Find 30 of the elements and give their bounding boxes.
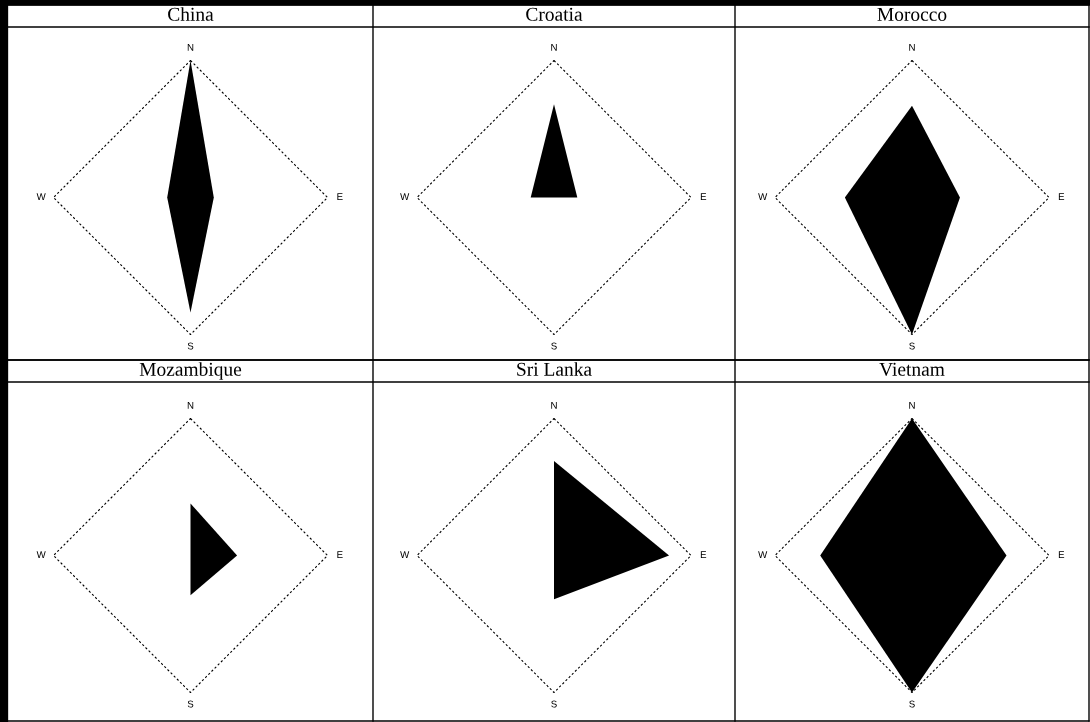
chart-title: Vietnam bbox=[879, 362, 945, 376]
spoke-label: N bbox=[909, 402, 915, 409]
spoke-label: E bbox=[700, 551, 707, 559]
spoke-label: E bbox=[1058, 193, 1065, 201]
spoke-label: W bbox=[758, 551, 768, 559]
spoke-label: W bbox=[36, 551, 46, 559]
spoke-label: S bbox=[909, 700, 915, 708]
spoke-label: E bbox=[1058, 551, 1065, 559]
spoke-label: W bbox=[758, 193, 768, 201]
spoke-label: S bbox=[187, 700, 194, 708]
spoke-label: S bbox=[187, 342, 194, 350]
chart-title: Sri Lanka bbox=[517, 362, 592, 376]
spoke-label: N bbox=[551, 44, 557, 51]
chart-title: Mozambique bbox=[139, 362, 242, 380]
spoke-label: E bbox=[337, 193, 343, 201]
spoke-label: N bbox=[187, 44, 194, 51]
spoke-label: S bbox=[551, 342, 557, 350]
spoke-label: W bbox=[400, 551, 410, 559]
spoke-label: S bbox=[551, 700, 557, 708]
spoke-label: W bbox=[400, 193, 410, 201]
chart-title: Morocco bbox=[877, 7, 947, 21]
spoke-label: N bbox=[909, 44, 915, 51]
spoke-label: W bbox=[36, 193, 46, 201]
spoke-label: E bbox=[337, 551, 343, 559]
spoke-label: N bbox=[187, 402, 194, 409]
spoke-label: E bbox=[700, 193, 707, 201]
spoke-label: N bbox=[551, 402, 557, 409]
spoke-label: S bbox=[909, 342, 915, 350]
chart-title: China bbox=[168, 7, 214, 21]
chart-title: Croatia bbox=[526, 7, 583, 21]
